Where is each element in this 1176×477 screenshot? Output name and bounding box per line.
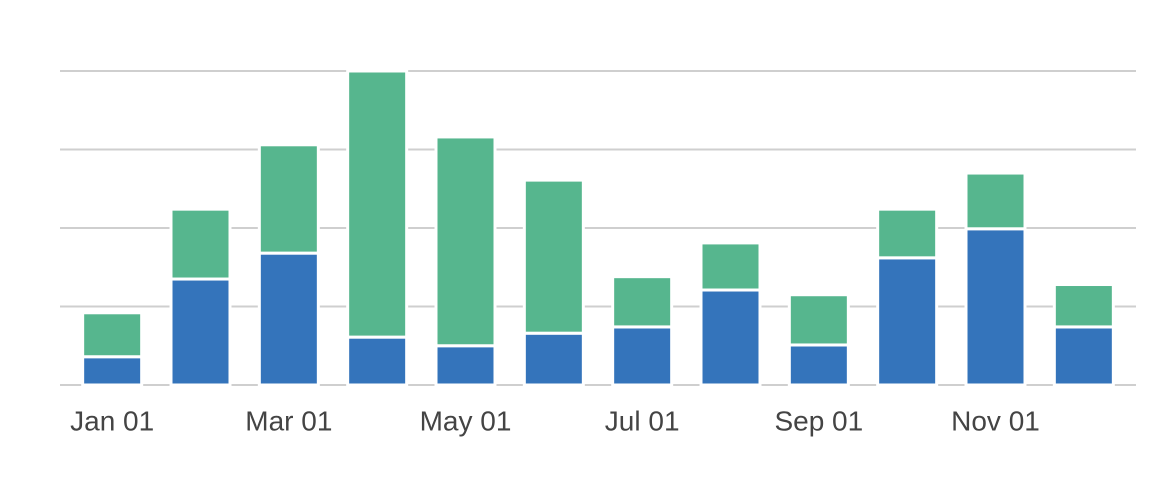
bar-segment <box>522 178 585 335</box>
bar-segment <box>876 256 939 387</box>
bar-segment <box>876 207 939 260</box>
bar-segment <box>787 293 850 347</box>
bar-segment <box>699 241 762 292</box>
x-tick-label: Jul 01 <box>605 405 680 436</box>
bar-segment <box>169 277 232 387</box>
bar-segment <box>787 343 850 387</box>
bar-segment <box>699 288 762 387</box>
bar-segment <box>964 171 1027 231</box>
bar-segment <box>522 331 585 387</box>
bar-segment <box>169 207 232 281</box>
bar-segment <box>434 344 497 387</box>
x-tick-label: Nov 01 <box>951 405 1040 436</box>
bar-segment <box>257 251 320 387</box>
bar-segment <box>434 135 497 348</box>
x-tick-label: Jan 01 <box>70 405 154 436</box>
bar-segment <box>346 69 409 339</box>
bar-segment <box>1052 325 1115 387</box>
bar-segment <box>81 355 144 387</box>
bar-segment <box>257 143 320 255</box>
bar-segment <box>611 275 674 329</box>
bar-segment <box>81 311 144 359</box>
bar-segment <box>611 325 674 387</box>
x-tick-label: Sep 01 <box>774 405 863 436</box>
bar-segment <box>346 335 409 387</box>
x-tick-label: May 01 <box>420 405 512 436</box>
bar-segment <box>1052 283 1115 329</box>
x-tick-label: Mar 01 <box>245 405 332 436</box>
bar-segment <box>964 227 1027 387</box>
